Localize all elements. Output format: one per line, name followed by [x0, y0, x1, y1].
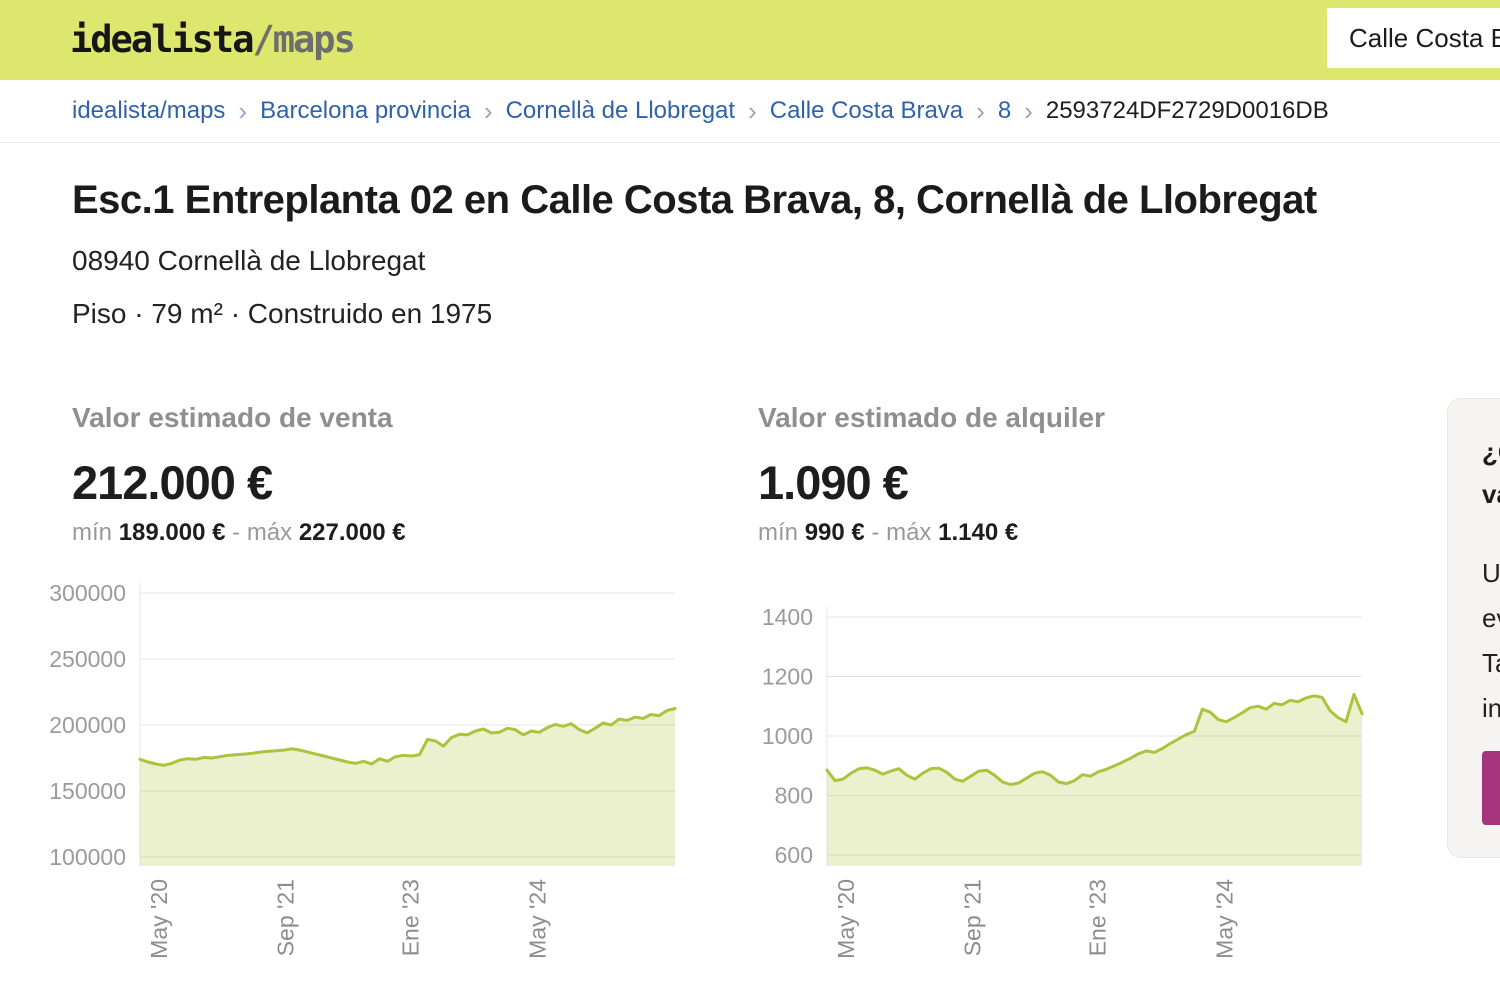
- breadcrumb-link-number[interactable]: 8: [997, 97, 1012, 124]
- svg-text:May '20: May '20: [833, 879, 859, 959]
- breadcrumb-current-id: 2593724DF2729D0016DB: [1045, 97, 1329, 124]
- range-dash: -: [871, 519, 880, 546]
- breadcrumb: idealista/maps › Barcelona provincia › C…: [0, 80, 1500, 143]
- range-dash: -: [232, 519, 241, 546]
- svg-text:1000: 1000: [762, 723, 813, 749]
- promo-body-line-3: Ta: [1482, 648, 1500, 678]
- logo-text-secondary: /maps: [252, 18, 355, 61]
- valuation-promo-card: ¿Q va U ev Ta in: [1447, 398, 1500, 858]
- sale-min-max-range: mín 189.000 € - máx 227.000 €: [72, 519, 406, 547]
- top-header-bar: idealista/maps: [0, 0, 1500, 80]
- svg-text:1200: 1200: [762, 664, 813, 690]
- promo-body-line-1: U: [1482, 558, 1500, 588]
- chevron-right-icon: ›: [483, 95, 493, 126]
- svg-text:250000: 250000: [49, 646, 126, 672]
- sale-price-history-chart[interactable]: 100000 150000 200000 250000 300000 May '20 Sep…: [40, 573, 680, 993]
- sale-min-label: mín: [72, 519, 113, 546]
- svg-text:May '20: May '20: [146, 879, 172, 959]
- svg-text:Sep '21: Sep '21: [960, 879, 986, 956]
- svg-text:150000: 150000: [49, 778, 126, 804]
- chevron-right-icon: ›: [238, 95, 248, 126]
- svg-text:800: 800: [775, 783, 813, 809]
- svg-text:300000: 300000: [49, 580, 126, 606]
- svg-text:1400: 1400: [762, 604, 813, 630]
- promo-body-line-4: in: [1482, 693, 1500, 723]
- property-address: 08940 Cornellà de Llobregat: [72, 245, 426, 276]
- idealista-maps-logo[interactable]: idealista/maps: [70, 18, 356, 61]
- rent-estimated-value: 1.090 €: [758, 456, 909, 509]
- rent-max-value: 1.140 €: [938, 519, 1019, 546]
- sale-estimated-value: 212.000 €: [72, 456, 273, 509]
- logo-text-primary: idealista: [70, 18, 254, 61]
- page-title: Esc.1 Entreplanta 02 en Calle Costa Brav…: [72, 178, 1317, 222]
- rent-min-value: 990 €: [804, 519, 865, 546]
- svg-text:May '24: May '24: [1212, 879, 1238, 959]
- valuation-cta-button[interactable]: [1482, 751, 1500, 825]
- breadcrumb-link-home[interactable]: idealista/maps: [72, 97, 226, 124]
- search-input[interactable]: [1327, 8, 1500, 68]
- svg-text:600: 600: [775, 842, 813, 868]
- sale-max-label: máx: [246, 519, 293, 546]
- rent-section-heading: Valor estimado de alquiler: [758, 402, 1106, 433]
- chevron-right-icon: ›: [1024, 95, 1033, 126]
- breadcrumb-link-city[interactable]: Cornellà de Llobregat: [505, 97, 736, 124]
- rent-max-label: máx: [886, 519, 932, 546]
- sale-max-value: 227.000 €: [298, 519, 406, 546]
- promo-card-title: ¿Q va: [1482, 431, 1500, 515]
- promo-title-line-2: va: [1482, 479, 1500, 509]
- sale-section-heading: Valor estimado de venta: [72, 402, 393, 433]
- breadcrumb-link-street[interactable]: Calle Costa Brava: [769, 97, 964, 124]
- svg-text:May '24: May '24: [525, 879, 551, 959]
- rent-min-label: mín: [758, 519, 799, 546]
- promo-title-line-1: ¿Q: [1482, 437, 1500, 467]
- chevron-right-icon: ›: [748, 95, 757, 126]
- svg-text:100000: 100000: [49, 844, 126, 870]
- rent-price-history-chart[interactable]: 600 800 1000 1200 1400 May '20 Sep '21 Ene '23 M…: [727, 573, 1367, 993]
- property-details: Piso · 79 m² · Construido en 1975: [72, 298, 493, 329]
- svg-text:200000: 200000: [49, 712, 126, 738]
- promo-card-body: U ev Ta in: [1482, 551, 1500, 731]
- sale-min-value: 189.000 €: [118, 519, 226, 546]
- chevron-right-icon: ›: [976, 95, 985, 126]
- rent-min-max-range: mín 990 € - máx 1.140 €: [758, 519, 1018, 547]
- promo-body-line-2: ev: [1482, 603, 1500, 633]
- svg-text:Ene '23: Ene '23: [1085, 879, 1111, 956]
- breadcrumb-link-province[interactable]: Barcelona provincia: [260, 97, 471, 124]
- svg-text:Sep '21: Sep '21: [273, 879, 299, 956]
- svg-text:Ene '23: Ene '23: [398, 879, 424, 956]
